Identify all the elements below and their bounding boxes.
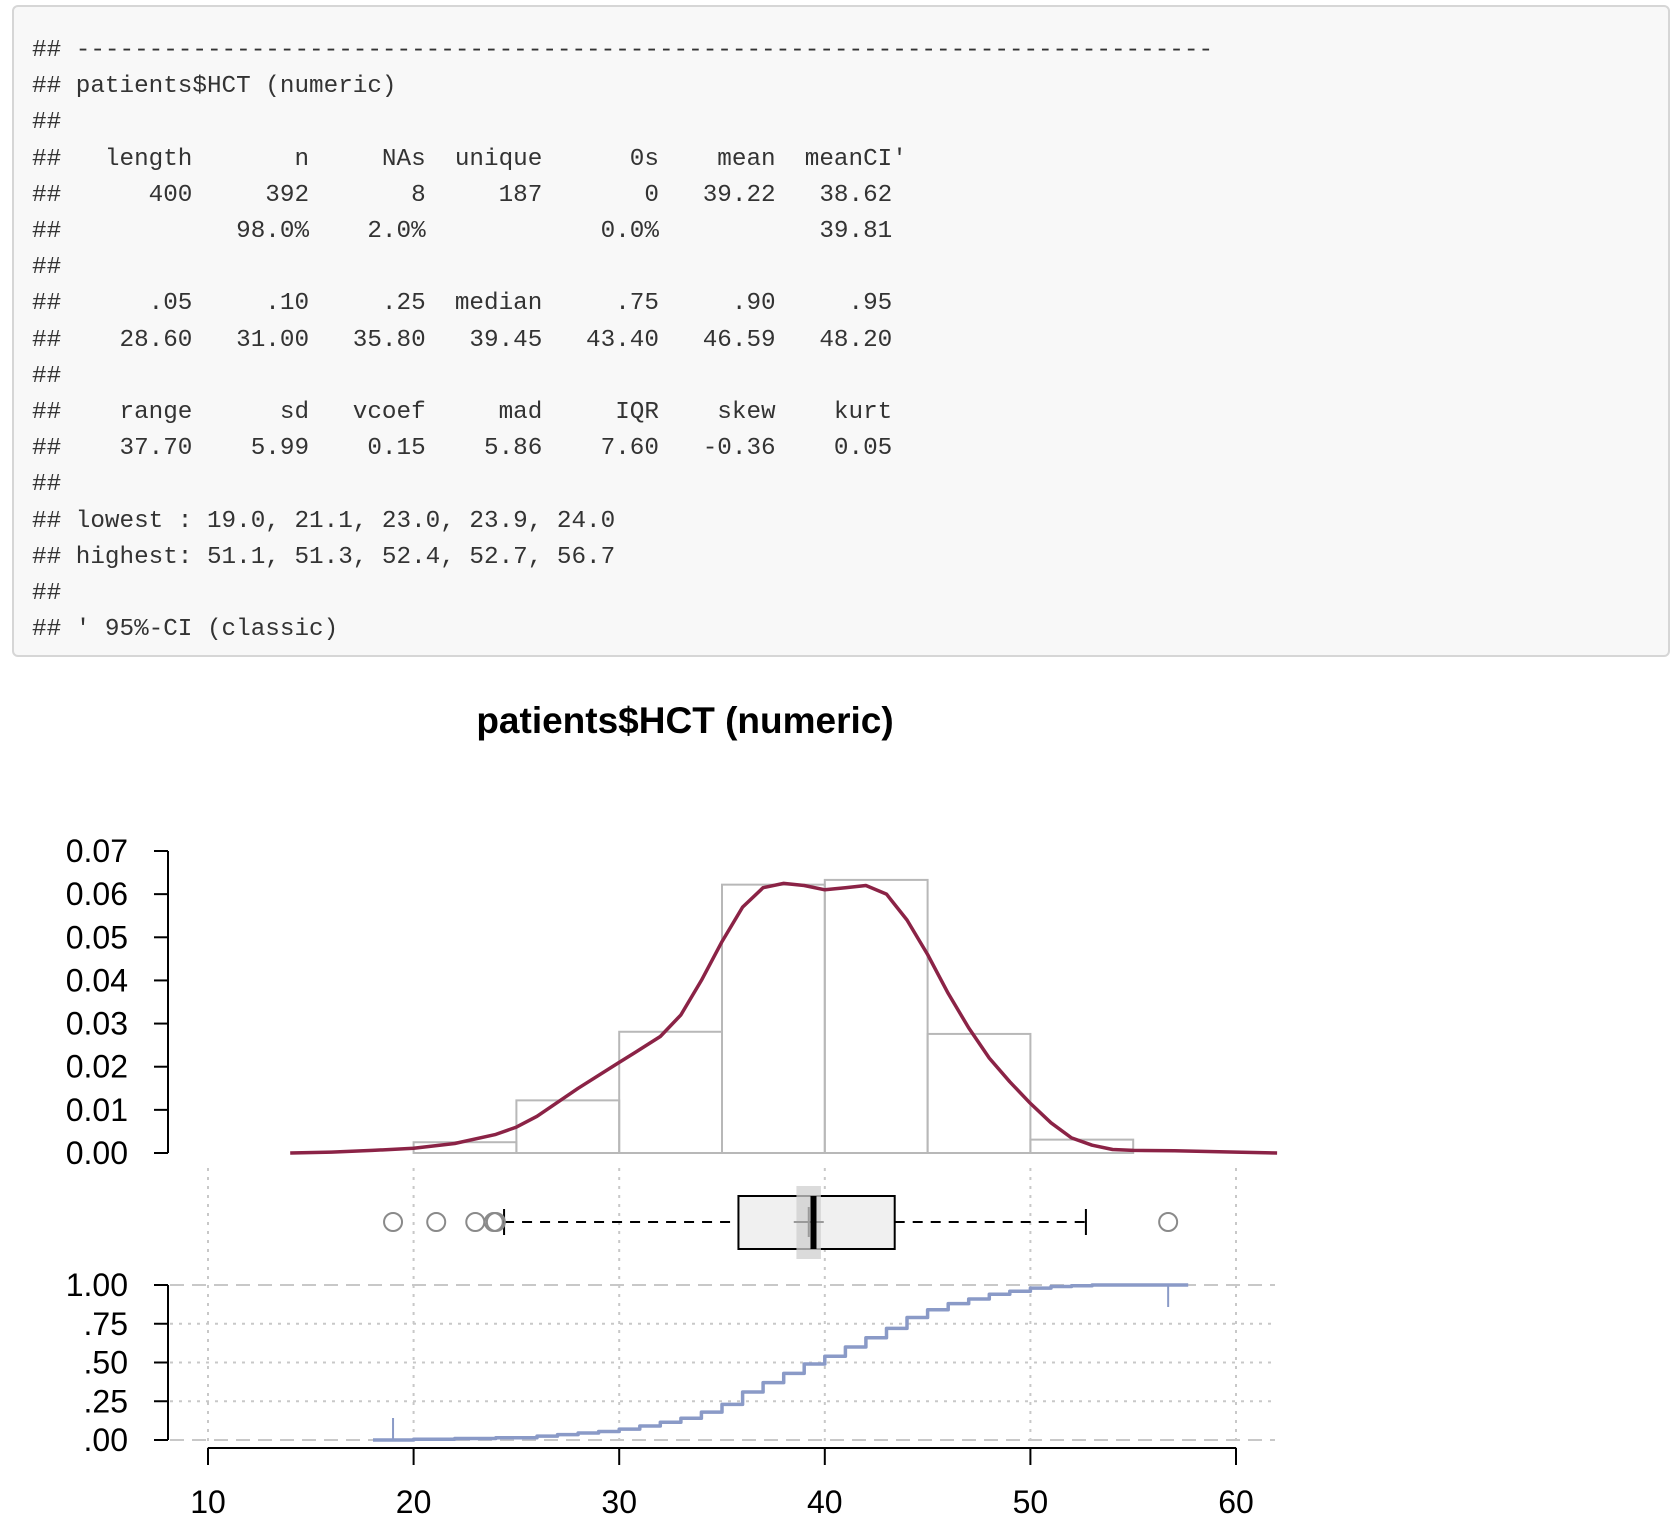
console-line: ## 37.70 5.99 0.15 5.86 7.60 -0.36 0.05: [32, 435, 893, 463]
outlier-point: [1158, 1212, 1179, 1232]
console-line: ## range sd vcoef mad IQR skew kurt: [32, 399, 893, 427]
histogram-bar: [823, 878, 929, 1155]
histogram: [412, 878, 1135, 1155]
ecdf-line: [373, 1283, 1189, 1442]
console-output: ## -------------------------------------…: [12, 5, 1670, 657]
ecdf-tick-label: .50: [84, 1345, 128, 1381]
console-line: ##: [32, 471, 62, 499]
density-tick-label: 0.03: [66, 1006, 128, 1042]
density-tick-label: 0.04: [66, 962, 128, 998]
console-text: ## -------------------------------------…: [32, 33, 1213, 648]
density-axis: 0.00 0.01 0.02 0.03 0.04 0.05 0.06 0.07: [66, 833, 169, 1171]
histogram-bar: [515, 1099, 621, 1155]
histogram-bar: [1029, 1138, 1135, 1154]
x-tick-label: 30: [601, 1484, 637, 1520]
histogram-bar: [926, 1032, 1032, 1155]
density-tick-label: 0.00: [66, 1135, 128, 1171]
x-tick-label: 60: [1218, 1484, 1254, 1520]
ecdf-axis: .00.25.50.751.00: [66, 1267, 169, 1458]
density-tick-label: 0.01: [66, 1092, 128, 1128]
chart-title: patients$HCT (numeric): [476, 700, 893, 741]
console-line: ## 400 392 8 187 0 39.22 38.62: [32, 181, 893, 209]
console-line: ##: [32, 109, 62, 137]
x-tick-label: 40: [807, 1484, 843, 1520]
density-tick-label: 0.05: [66, 919, 128, 955]
console-line: ## 28.60 31.00 35.80 39.45 43.40 46.59 4…: [32, 326, 893, 354]
console-line: ## lowest : 19.0, 21.1, 23.0, 23.9, 24.0: [32, 507, 616, 535]
outlier-point: [485, 1212, 506, 1232]
console-line: ##: [32, 254, 62, 282]
console-line: ## patients$HCT (numeric): [32, 73, 397, 101]
x-axis: 10 20 30 40 50 60: [190, 1447, 1254, 1520]
outlier-point: [426, 1212, 447, 1232]
ecdf-tick-label: 1.00: [66, 1267, 128, 1303]
describe-plot: patients$HCT (numeric) 0.000.010.020.030…: [66, 700, 1278, 1520]
ecdf-curve: [373, 1283, 1189, 1442]
console-line: ## .05 .10 .25 median .75 .90 .95: [32, 290, 893, 318]
density-tick-label: 0.07: [66, 833, 128, 869]
density-curve: [290, 881, 1278, 1155]
boxplot: [383, 1186, 1179, 1259]
histogram-bar: [618, 1030, 724, 1155]
console-line: ## -------------------------------------…: [32, 37, 1214, 64]
ecdf-tick-label: .00: [84, 1422, 128, 1458]
x-tick-label: 20: [396, 1484, 432, 1520]
outlier-point: [465, 1212, 486, 1232]
outlier-point: [383, 1212, 404, 1232]
density-line: [290, 881, 1278, 1155]
density-tick-label: 0.06: [66, 876, 128, 912]
console-line: ## 98.0% 2.0% 0.0% 39.81: [32, 218, 893, 246]
ecdf-tick-label: .25: [84, 1383, 128, 1419]
console-line: ##: [32, 362, 62, 390]
histogram-bar: [721, 883, 826, 1154]
x-tick-label: 50: [1013, 1484, 1049, 1520]
ecdf-tick-label: .75: [84, 1306, 128, 1342]
console-line: ##: [32, 580, 62, 608]
console-line: ## ' 95%-CI (classic): [32, 616, 339, 644]
console-line: ## length n NAs unique 0s mean meanCI': [32, 145, 907, 173]
density-tick-label: 0.02: [66, 1049, 128, 1085]
x-tick-label: 10: [190, 1484, 226, 1520]
console-line: ## highest: 51.1, 51.3, 52.4, 52.7, 56.7: [32, 543, 616, 571]
